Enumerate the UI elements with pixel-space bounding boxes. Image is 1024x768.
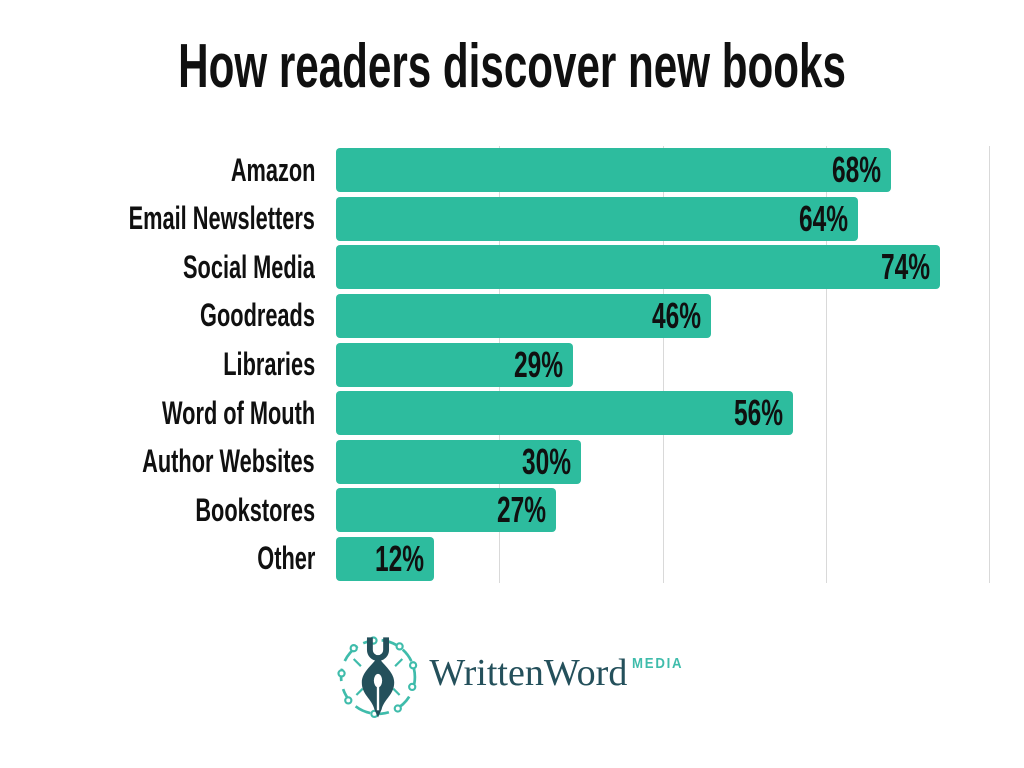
bar: 56% xyxy=(336,391,794,436)
bar-row: Other 12% xyxy=(0,535,989,584)
bar: 68% xyxy=(336,148,892,193)
bar-row: Amazon 68% xyxy=(0,146,989,195)
page-title: How readers discover new books xyxy=(178,32,846,101)
bar: 29% xyxy=(336,342,573,387)
pen-nib-circuit-icon xyxy=(337,636,418,719)
brand-suffix: MEDIA xyxy=(632,655,684,672)
bar: 27% xyxy=(336,488,557,533)
value-label: 74% xyxy=(881,246,931,288)
brand-logo: WrittenWord MEDIA xyxy=(0,630,1024,730)
category-label: Other xyxy=(256,540,315,577)
category-label: Bookstores xyxy=(195,491,315,528)
plot-cell: 74% xyxy=(336,245,989,290)
bar: 30% xyxy=(336,439,581,484)
value-label: 68% xyxy=(832,149,882,191)
bar: 12% xyxy=(336,536,434,581)
value-label: 12% xyxy=(374,537,424,579)
brand-name: WrittenWord xyxy=(429,652,628,694)
bar-row: Bookstores 27% xyxy=(0,486,989,535)
bar-row: Word of Mouth 56% xyxy=(0,389,989,438)
plot-cell: 46% xyxy=(336,293,989,338)
plot-cell: 27% xyxy=(336,488,989,533)
category-label: Social Media xyxy=(183,248,315,285)
plot-cell: 56% xyxy=(336,391,989,436)
plot-cell: 30% xyxy=(336,439,989,484)
category-label: Amazon xyxy=(230,151,315,188)
value-label: 64% xyxy=(799,197,849,239)
plot-cell: 64% xyxy=(336,196,989,241)
value-label: 30% xyxy=(521,440,571,482)
bar-row: Social Media 74% xyxy=(0,243,989,292)
plot-cell: 29% xyxy=(336,342,989,387)
bar-rows: Amazon 68% Email Newsletters 64% Social Medi… xyxy=(0,146,989,583)
value-label: 56% xyxy=(734,392,784,434)
category-label: Goodreads xyxy=(200,297,315,334)
category-label: Word of Mouth xyxy=(161,394,315,431)
bar-row: Goodreads 46% xyxy=(0,292,989,341)
bar-row: Email Newsletters 64% xyxy=(0,195,989,244)
value-label: 29% xyxy=(513,343,563,385)
plot-cell: 12% xyxy=(336,536,989,581)
value-label: 27% xyxy=(497,489,547,531)
gridline xyxy=(989,146,990,583)
value-label: 46% xyxy=(652,294,702,336)
plot-cell: 68% xyxy=(336,148,989,193)
category-label: Email Newsletters xyxy=(128,200,315,237)
gridline xyxy=(662,146,664,583)
bar: 64% xyxy=(336,196,859,241)
bar-row: Libraries 29% xyxy=(0,340,989,389)
gridline xyxy=(825,146,827,583)
category-label: Libraries xyxy=(223,346,315,383)
bar: 46% xyxy=(336,293,712,338)
category-label: Author Websites xyxy=(142,443,315,480)
bar-row: Author Websites 30% xyxy=(0,437,989,486)
bar: 74% xyxy=(336,245,941,290)
bar-chart: Amazon 68% Email Newsletters 64% Social Medi… xyxy=(0,146,990,583)
